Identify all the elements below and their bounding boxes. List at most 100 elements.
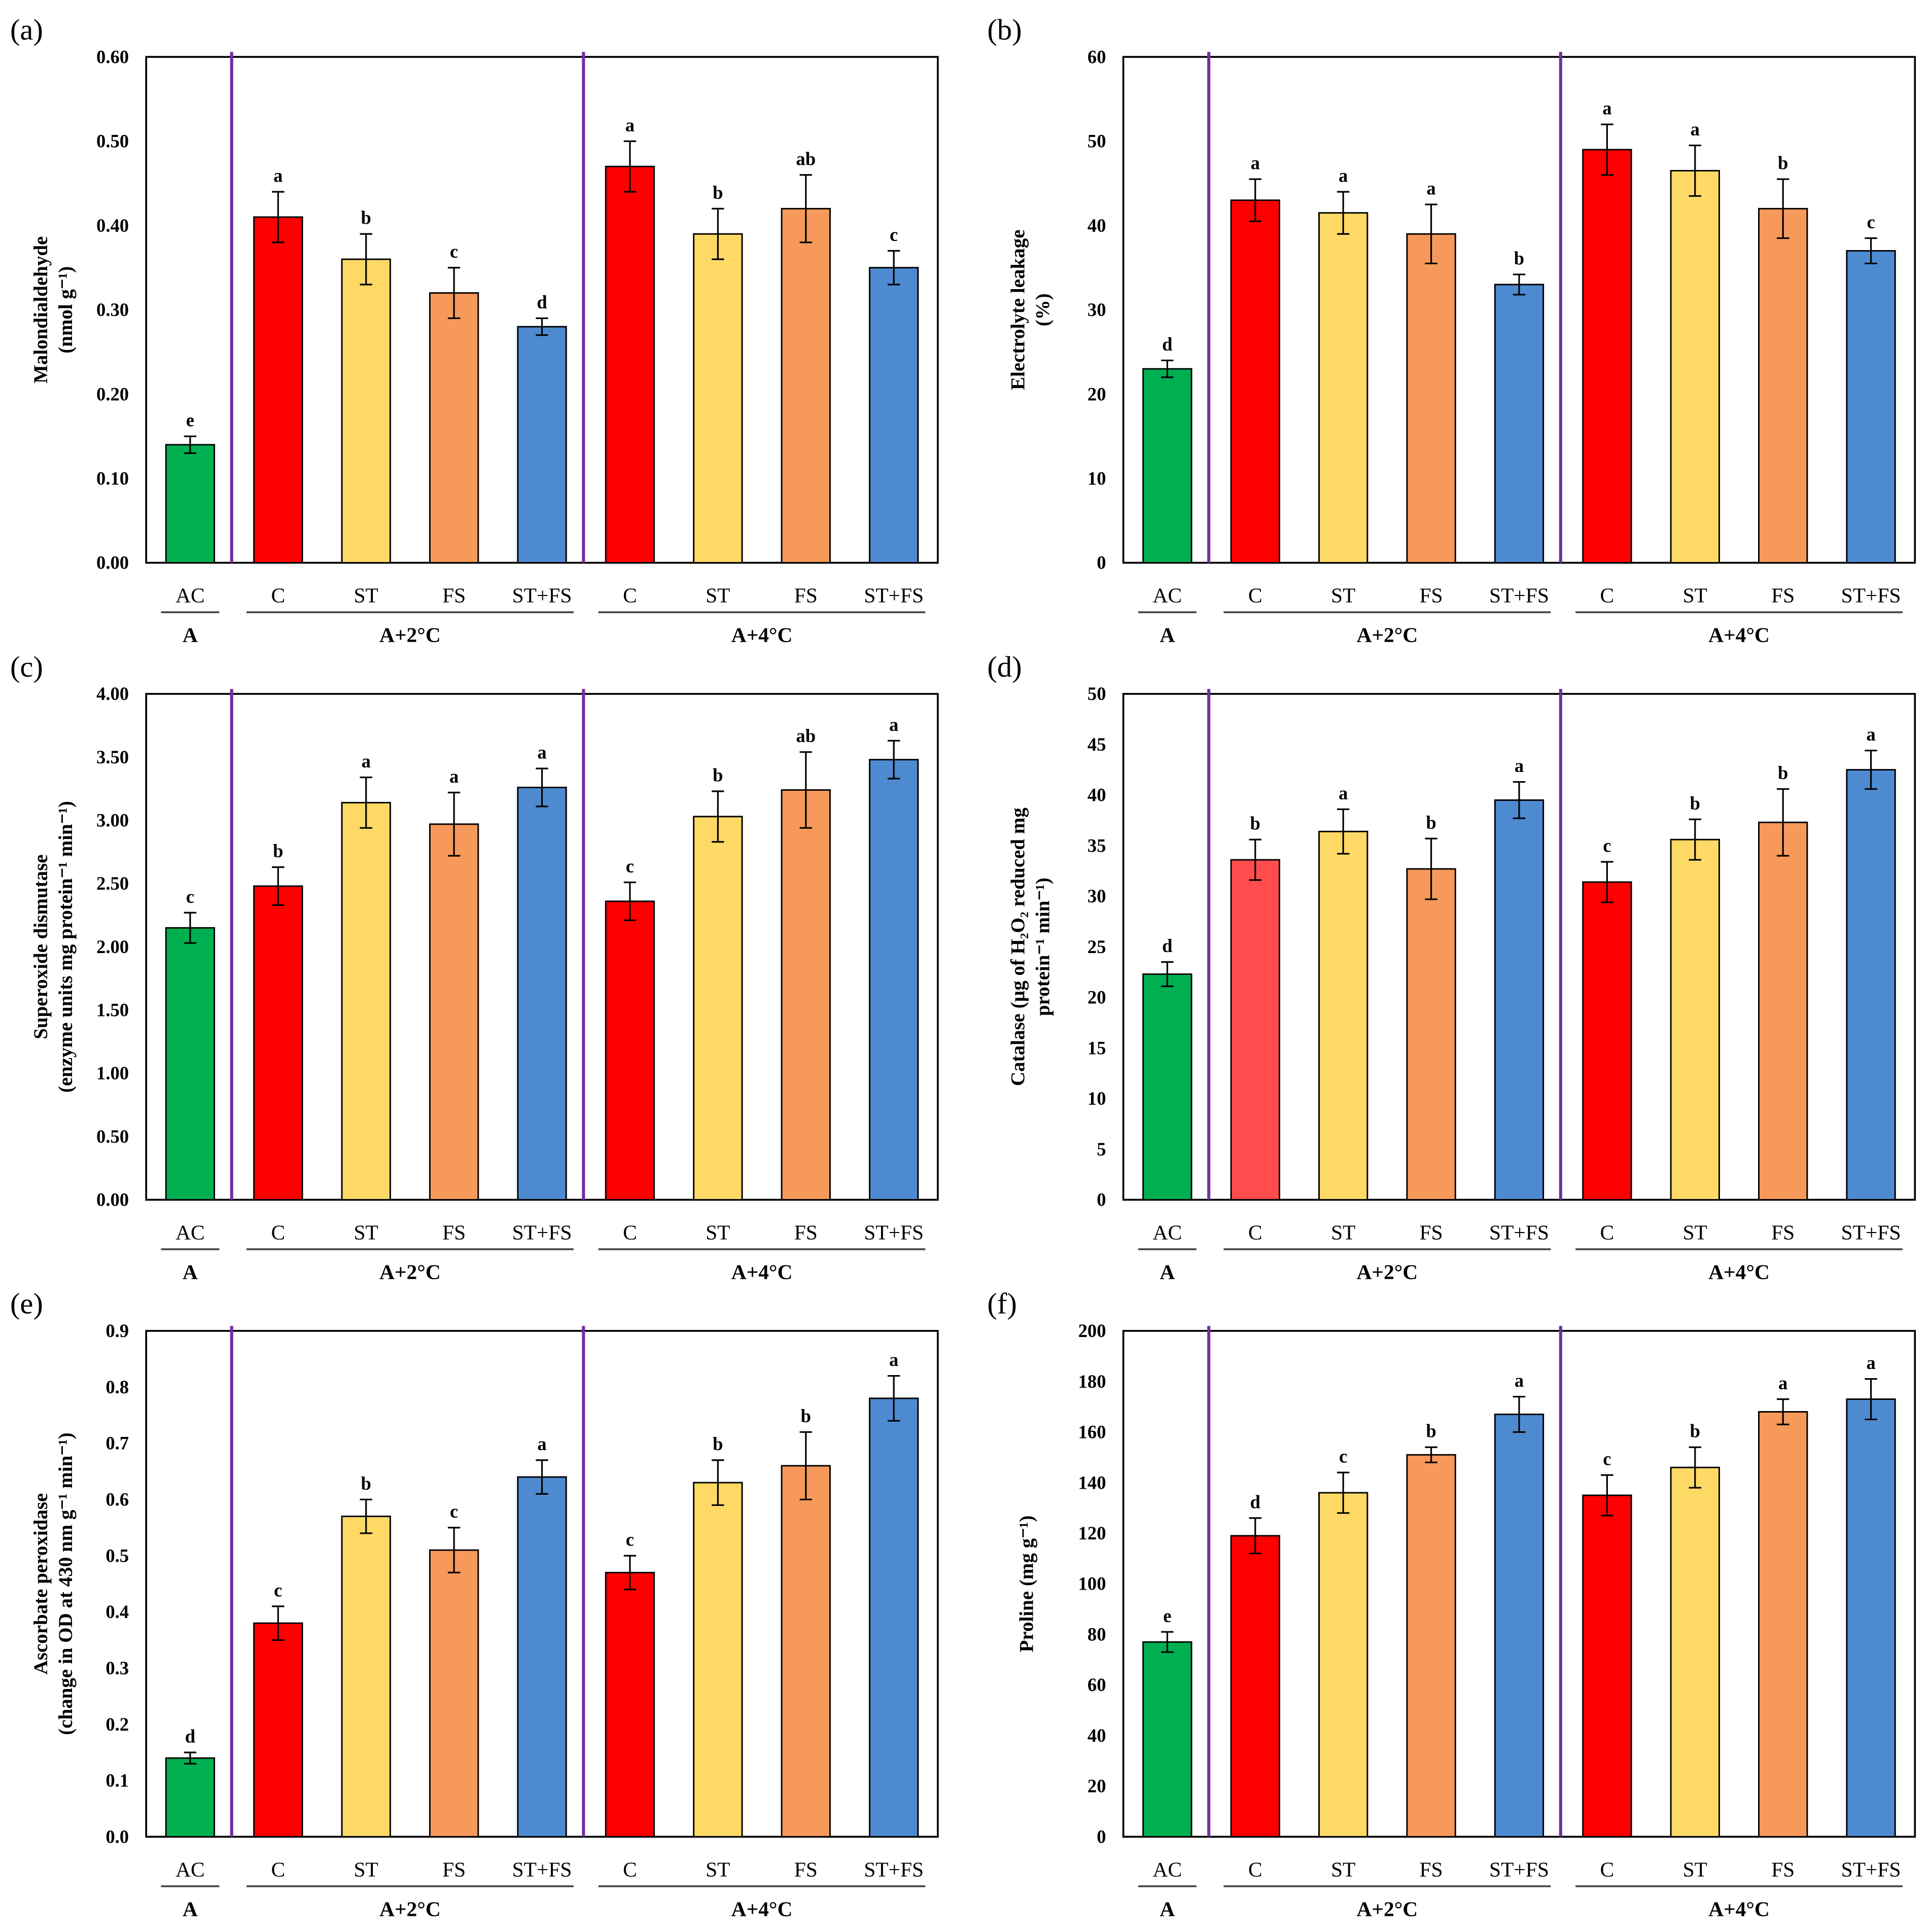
significance-letter: c	[450, 1501, 458, 1522]
y-tick-label: 0.00	[96, 552, 129, 573]
error-bar	[1776, 178, 1789, 239]
significance-letter: b	[1778, 153, 1788, 173]
significance-letter: d	[185, 1726, 195, 1746]
error-bar	[184, 435, 197, 454]
significance-letter: c	[1603, 1449, 1611, 1469]
error-bar	[1249, 838, 1261, 881]
y-axis-label: Catalase (µg of H₂O₂ reduced mg protein⁻¹…	[1007, 807, 1054, 1086]
y-tick-label: 0	[1097, 1189, 1106, 1210]
y-tick-label: 35	[1087, 835, 1106, 856]
significance-letter: d	[1250, 1491, 1260, 1512]
y-axis-label-line: (enzyme units mg protein⁻¹ min⁻¹)	[55, 801, 77, 1093]
x-tick-label: AC	[1153, 1857, 1182, 1881]
significance-letter: b	[713, 765, 723, 786]
bar-fs	[781, 207, 831, 564]
significance-letter: a	[537, 1433, 546, 1454]
significance-letter: e	[186, 410, 194, 431]
bar-fs	[1406, 868, 1456, 1201]
significance-letter: a	[1866, 724, 1875, 745]
bar-st-fs	[1846, 769, 1896, 1201]
x-tick-label: ST	[1683, 584, 1707, 607]
bar-st	[1318, 1492, 1368, 1838]
panel-label: (d)	[987, 650, 1022, 683]
x-tick-label: ST	[354, 1857, 378, 1881]
group-label: A+2°C	[379, 623, 441, 647]
error-bar	[272, 191, 285, 243]
significance-letter: a	[362, 751, 371, 771]
y-tick-label: 80	[1087, 1624, 1106, 1644]
y-tick-label: 0.40	[96, 215, 129, 236]
chart-panel-e: (e) 0.0 0.1 0.2 0.3 0.4 0.5 0.6 0.7 0.8 0.9 Ascorba…	[10, 1287, 939, 1920]
significance-letter: b	[713, 1433, 723, 1454]
y-tick-label: 0	[1097, 552, 1106, 573]
x-tick-label: ST	[1331, 1857, 1355, 1881]
error-bar	[360, 1498, 372, 1534]
y-tick-label: 0.2	[106, 1714, 129, 1735]
y-axis-label: Superoxide dismutase (enzyme units mg pro…	[30, 801, 77, 1093]
panel-label: (b)	[987, 13, 1022, 46]
chart-panel-b: (b) 0 10 20 30 40 50 60 Electrolyte leakage (%) d A…	[987, 13, 1916, 647]
bar-st	[1670, 1466, 1720, 1838]
y-axis-label-line: (change in OD at 430 nm g⁻¹ min⁻¹)	[55, 1432, 77, 1735]
group-label: A+4°C	[731, 623, 793, 647]
group-label: A	[1160, 1260, 1175, 1283]
y-tick-label: 1.50	[96, 1000, 129, 1021]
y-tick-label: 0.20	[96, 383, 129, 404]
x-tick-label: ST	[1331, 584, 1355, 607]
error-bar	[184, 911, 197, 944]
y-tick-label: 2.00	[96, 936, 129, 957]
significance-letter: c	[1603, 835, 1611, 856]
error-bar	[1865, 237, 1877, 265]
significance-letter: a	[273, 165, 283, 186]
x-tick-label: FS	[794, 584, 818, 607]
x-tick-label: C	[1600, 584, 1615, 607]
significance-letter: b	[1426, 812, 1436, 833]
bar-fs	[781, 1465, 831, 1838]
significance-letter: c	[626, 856, 634, 876]
group-label: A	[183, 1260, 198, 1283]
error-bar	[360, 777, 372, 829]
error-bar	[623, 1555, 637, 1591]
significance-letter: a	[1691, 119, 1700, 139]
bar-ac	[165, 444, 216, 564]
group-label: A+4°C	[1708, 1260, 1770, 1283]
significance-letter: b	[1690, 793, 1700, 814]
y-tick-label: 140	[1078, 1472, 1106, 1493]
significance-letter: b	[713, 182, 723, 203]
bar-st	[1670, 838, 1720, 1201]
bar-ac	[1142, 1641, 1192, 1838]
x-tick-label: AC	[176, 584, 205, 607]
bar-c	[253, 216, 303, 564]
significance-letter: a	[449, 766, 459, 787]
bar-c	[253, 885, 303, 1201]
error-bar	[272, 1605, 285, 1641]
bar-fs	[1758, 821, 1808, 1201]
significance-letter: c	[1339, 1446, 1347, 1467]
bar-st-fs	[1494, 1413, 1545, 1838]
bar-st-fs	[868, 267, 919, 564]
x-tick-label: AC	[176, 1220, 205, 1244]
x-tick-label: ST	[354, 1220, 378, 1244]
error-bar	[799, 174, 812, 243]
y-axis-label: Proline (mg g⁻¹)	[1016, 1516, 1038, 1653]
group-label: A+2°C	[1356, 1260, 1418, 1283]
error-bar	[623, 881, 637, 921]
error-bar	[1776, 788, 1789, 857]
y-tick-label: 30	[1087, 886, 1106, 906]
y-tick-label: 0.7	[106, 1433, 129, 1454]
x-tick-label: FS	[1420, 584, 1443, 607]
group-label: A	[183, 623, 198, 647]
error-bar	[1689, 818, 1701, 861]
error-bar	[447, 267, 461, 320]
bar-st-fs	[1494, 799, 1545, 1201]
y-axis-label-line: Catalase (µg of H₂O₂ reduced mg	[1007, 807, 1029, 1086]
error-bar	[1249, 178, 1261, 222]
significance-letter: a	[1251, 153, 1260, 173]
error-bar	[712, 790, 724, 843]
bar-ac	[1142, 973, 1192, 1201]
group-label: A+4°C	[1708, 623, 1770, 647]
y-tick-label: 15	[1087, 1037, 1106, 1058]
bar-ac	[165, 927, 216, 1201]
x-tick-label: FS	[794, 1857, 818, 1881]
group-label: A+2°C	[1356, 1897, 1418, 1920]
